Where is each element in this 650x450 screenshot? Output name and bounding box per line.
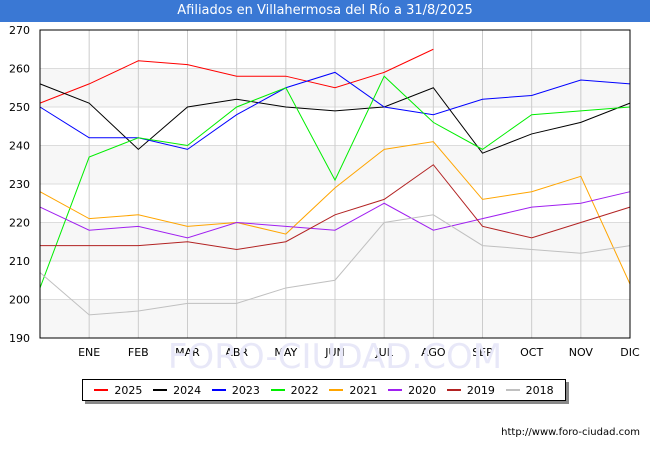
y-tick-label: 260 [9,63,30,76]
series-line-2021 [39,141,631,285]
legend-swatch [270,389,285,391]
legend-item-2019: 2019 [446,383,495,397]
y-tick-label: 210 [9,255,30,268]
series-line-2025 [39,48,434,104]
legend-label: 2023 [231,383,260,397]
x-tick-label: ABR [225,346,248,359]
legend-label: 2019 [466,383,495,397]
x-tick-label: NOV [569,346,594,359]
watermark: FORO-CIUDAD.COM [168,337,502,377]
series-line-2018 [39,214,631,316]
y-tick-label: 250 [9,101,30,114]
series-line-2020 [39,191,631,239]
y-tick-label: 270 [9,24,30,37]
legend-swatch [446,389,461,391]
legend-label: 2024 [173,383,202,397]
legend-item-2021: 2021 [329,384,377,397]
x-tick-label: ENE [78,346,100,359]
legend-swatch [329,389,344,391]
legend: 2025 2024 2023 2022 2021 2020 2019 2018 [82,379,566,401]
legend-item-2022: 2022 [270,383,319,397]
legend-label: 2021 [349,383,378,397]
y-tick-label: 230 [9,178,30,191]
x-tick-label: SEP [472,346,493,359]
legend-swatch [153,389,168,391]
x-tick-label: DIC [620,346,640,359]
y-tick-label: 190 [9,332,30,345]
x-tick-label: FEB [128,346,149,359]
legend-swatch [505,389,520,391]
x-tick-label: OCT [520,346,543,359]
legend-label: 2018 [525,383,554,397]
source-url[interactable]: http://www.foro-ciudad.com [501,427,640,438]
legend-swatch [94,389,109,391]
x-tick-label: AGO [421,346,446,359]
legend-item-2024: 2024 [153,384,201,397]
legend-swatch [211,389,226,391]
y-tick-label: 220 [9,217,30,230]
legend-label: 2025 [114,383,143,397]
plot-border [39,29,631,339]
series-line-2019 [40,164,631,250]
legend-item-2023: 2023 [211,383,260,397]
legend-item-2018: 2018 [505,383,554,397]
x-tick-label: JUL [374,346,393,359]
series-line-2022 [39,75,631,289]
legend-label: 2022 [290,383,319,397]
x-tick-label: JUN [324,346,345,359]
chart-title: Afiliados en Villahermosa del Río a 31/8… [0,0,650,22]
y-tick-label: 200 [9,294,30,307]
legend-swatch [388,389,403,391]
x-tick-label: MAR [175,346,200,359]
legend-item-2020: 2020 [388,384,436,397]
y-tick-label: 240 [9,140,30,153]
series-line-2024 [39,83,631,154]
legend-item-2025: 2025 [94,384,142,397]
legend-label: 2020 [408,383,437,397]
x-tick-label: MAY [274,346,297,359]
